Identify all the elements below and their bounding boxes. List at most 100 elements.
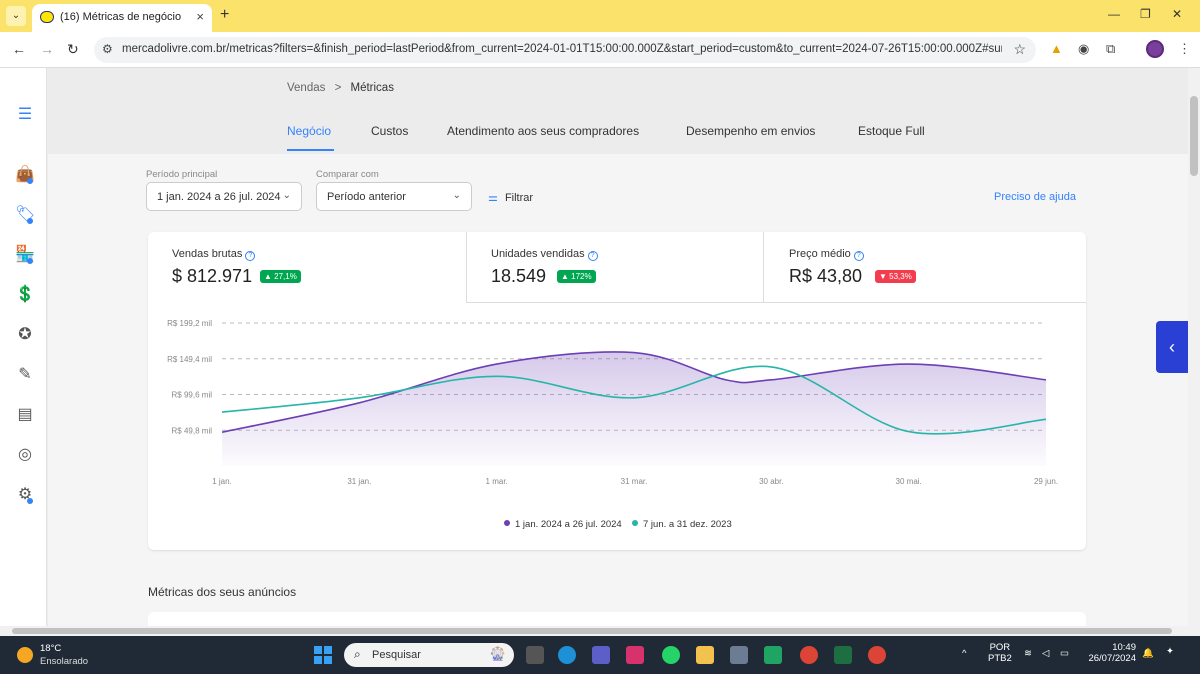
hamburger-menu-icon[interactable]: ☰ xyxy=(17,106,33,123)
main-period-label: Período principal xyxy=(146,169,218,180)
receipt-icon[interactable]: ▤ xyxy=(17,406,33,423)
teams-icon[interactable] xyxy=(592,646,610,664)
help-question-icon[interactable]: ? xyxy=(587,251,598,261)
back-arrow-icon[interactable]: ← xyxy=(12,41,26,57)
compare-value: Período anterior xyxy=(327,191,406,203)
calculator-icon[interactable] xyxy=(730,646,748,664)
file-explorer-icon[interactable] xyxy=(696,646,714,664)
wifi-icon[interactable]: ≋ xyxy=(1024,648,1032,659)
chrome-profile-icon[interactable] xyxy=(868,646,886,664)
tab-atendimento[interactable]: Atendimento aos seus compradores xyxy=(447,124,640,138)
tab-estoque-full[interactable]: Estoque Full xyxy=(858,124,925,138)
taskbar-clock[interactable]: 10:49 26/07/2024 xyxy=(1088,642,1136,664)
filter-button[interactable]: ⚌ Filtrar xyxy=(488,191,533,204)
google-drive-icon[interactable] xyxy=(764,646,782,664)
y-tick-label: R$ 99,6 mil xyxy=(172,391,213,400)
series-line-previous[interactable] xyxy=(221,365,1047,435)
reload-icon[interactable]: ↻ xyxy=(67,41,79,57)
extensions-puzzle-icon[interactable]: ⧉ xyxy=(1106,41,1116,56)
language-indicator[interactable]: POR PTB2 xyxy=(988,642,1012,664)
scrollbar-thumb[interactable] xyxy=(12,628,1172,634)
ads-metrics-title: Métricas dos seus anúncios xyxy=(148,585,297,599)
tab-title: (16) Métricas de negócio xyxy=(60,11,182,23)
scrollbar-thumb[interactable] xyxy=(1190,96,1198,176)
series-area-fill xyxy=(222,351,1046,466)
task-view-icon[interactable] xyxy=(526,646,544,664)
x-tick-label: 1 jan. xyxy=(212,477,232,486)
y-tick-label: R$ 199,2 mil xyxy=(167,319,212,328)
collapse-panel-chevron-icon[interactable]: ‹ xyxy=(1156,321,1188,373)
notification-bell-icon[interactable]: 🔔 xyxy=(1142,648,1154,659)
money-hand-icon[interactable]: 💲 xyxy=(15,286,35,303)
bookmark-star-icon[interactable]: ☆ xyxy=(1013,41,1026,57)
notification-dot xyxy=(27,178,33,184)
legend-item-previous[interactable]: 7 jun. a 31 dez. 2023 xyxy=(632,519,732,530)
tab-custos[interactable]: Custos xyxy=(371,124,409,138)
tray-chevron-up-icon[interactable]: ^ xyxy=(962,648,967,659)
new-tab-plus-icon[interactable]: + xyxy=(220,6,230,23)
legend-swatch xyxy=(504,520,510,526)
camera-icon[interactable]: ◉ xyxy=(1078,41,1090,56)
url-text[interactable]: mercadolivre.com.br/metricas?filters=&fi… xyxy=(122,43,1002,55)
legend-item-current[interactable]: 1 jan. 2024 a 26 jul. 2024 xyxy=(504,519,622,530)
excel-icon[interactable] xyxy=(834,646,852,664)
minimize-icon[interactable]: — xyxy=(1108,7,1120,21)
restore-icon[interactable]: ❐ xyxy=(1140,7,1151,21)
horizontal-scrollbar[interactable] xyxy=(0,626,1188,636)
windows-start-icon[interactable] xyxy=(314,646,332,664)
tab-desempenho-envios[interactable]: Desempenho em envios xyxy=(686,124,816,138)
extension-warning-icon[interactable]: ▲ xyxy=(1050,41,1063,56)
weather-temp[interactable]: 18°C xyxy=(40,643,62,654)
site-settings-icon[interactable]: ⚙ xyxy=(102,42,113,56)
kpi-label: Unidades vendidas? xyxy=(491,248,598,261)
kpi-label: Vendas brutas? xyxy=(172,248,256,261)
kpi-value: $ 812.971 xyxy=(172,266,253,286)
profile-avatar[interactable] xyxy=(1146,40,1164,58)
x-tick-label: 31 mar. xyxy=(621,477,648,486)
window-close-icon[interactable]: ✕ xyxy=(1172,7,1183,21)
help-question-icon[interactable]: ? xyxy=(853,251,864,261)
compare-select[interactable]: Período anterior ⌄ xyxy=(316,182,472,211)
mercadolivre-favicon-icon xyxy=(40,11,54,23)
notification-dot xyxy=(27,258,33,264)
menu-kebab-icon[interactable]: ⋮ xyxy=(1178,41,1191,56)
star-badge-icon[interactable]: ✪ xyxy=(18,326,32,343)
vertical-scrollbar[interactable] xyxy=(1188,68,1200,636)
notification-dot xyxy=(27,218,33,224)
x-tick-label: 1 mar. xyxy=(486,477,508,486)
address-bar[interactable]: ⚙ mercadolivre.com.br/metricas?filters=&… xyxy=(94,37,1036,63)
help-link[interactable]: Preciso de ajuda xyxy=(994,191,1076,203)
x-tick-label: 31 jan. xyxy=(347,477,371,486)
copilot-icon[interactable]: ✦ xyxy=(1166,646,1174,657)
tab-search-chevron-icon[interactable]: ⌄ xyxy=(6,6,26,26)
kpi-unidades-vendidas[interactable]: Unidades vendidas? 18.549 ▲ 172% xyxy=(467,232,764,303)
volume-icon[interactable]: ◁ xyxy=(1042,648,1050,659)
browser-tab-bar: ⌄ (16) Métricas de negócio × + — ❐ ✕ xyxy=(0,0,1200,32)
battery-icon[interactable]: ▭ xyxy=(1060,648,1069,659)
forward-arrow-icon[interactable]: → xyxy=(40,41,54,57)
snipping-tool-icon[interactable] xyxy=(626,646,644,664)
left-sidebar: ☰ 👜 🏷 🏪 💲 ✪ ✎ ▤ ◎ ⚙ xyxy=(0,68,47,626)
kpi-preco-medio[interactable]: Preço médio? R$ 43,80 ▼ 53,3% xyxy=(764,232,1086,303)
browser-tab[interactable]: (16) Métricas de negócio × xyxy=(32,4,212,32)
breadcrumb-vendas-link[interactable]: Vendas xyxy=(287,82,326,94)
document-edit-icon[interactable]: ✎ xyxy=(18,366,32,383)
tab-negocio[interactable]: Negócio xyxy=(287,124,332,138)
close-icon[interactable]: × xyxy=(196,9,204,24)
whatsapp-icon[interactable] xyxy=(662,646,680,664)
filter-label: Filtrar xyxy=(504,192,534,204)
kpi-vendas-brutas[interactable]: Vendas brutas? $ 812.971 ▲ 27,1% xyxy=(148,232,467,303)
user-circle-icon[interactable]: ◎ xyxy=(18,446,32,463)
weather-sun-icon[interactable] xyxy=(17,647,33,663)
edge-browser-icon[interactable] xyxy=(558,646,576,664)
help-question-icon[interactable]: ? xyxy=(245,251,256,261)
taskbar-search-box[interactable]: ⌕ Pesquisar 🎡 xyxy=(344,643,514,667)
chrome-icon[interactable] xyxy=(800,646,818,664)
main-period-value: 1 jan. 2024 a 26 jul. 2024 xyxy=(157,191,281,203)
search-highlight-icon: 🎡 xyxy=(489,646,506,661)
page-header: Vendas > Métricas Negócio Custos Atendim… xyxy=(48,68,1188,154)
main-period-select[interactable]: 1 jan. 2024 a 26 jul. 2024 ⌄ xyxy=(146,182,302,211)
weather-desc[interactable]: Ensolarado xyxy=(40,656,89,667)
legend-swatch xyxy=(632,520,638,526)
series-line-current[interactable] xyxy=(221,351,1047,434)
